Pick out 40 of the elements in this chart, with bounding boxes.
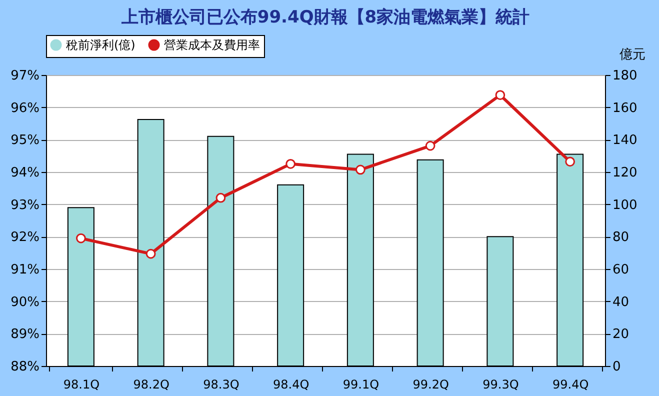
point <box>495 90 506 100</box>
y2-tick-label: 120 <box>612 166 638 180</box>
y2-tick-label: 20 <box>612 327 630 342</box>
x-tick-label: 99.4Q <box>552 378 589 392</box>
y-tick-label: 93% <box>10 198 40 213</box>
x-tick-label: 99.1Q <box>342 378 380 392</box>
point <box>286 158 296 169</box>
x-tick-label: 98.4Q <box>272 378 310 392</box>
legend-label: 稅前淨利(億) <box>66 38 136 52</box>
point <box>146 248 156 259</box>
x-tick-label: 98.3Q <box>203 378 240 392</box>
y2-tick-label: 180 <box>612 68 638 84</box>
legend-label: 營業成本及費用率 <box>164 38 260 52</box>
y-tick-label: 89% <box>10 327 40 342</box>
y-tick-label: 91% <box>10 262 40 278</box>
y2-tick-label: 60 <box>612 262 630 278</box>
y-tick-label: 90% <box>10 294 40 310</box>
y-tick-label: 94% <box>10 166 40 180</box>
y2-tick-label: 0 <box>612 360 621 374</box>
y-tick-label: 88% <box>10 360 40 374</box>
y-tick-label: 92% <box>10 230 40 246</box>
y2-tick-label: 80 <box>612 230 630 246</box>
point <box>356 164 366 175</box>
x-tick-label: 99.3Q <box>482 378 519 392</box>
chart-title: 上市櫃公司已公布99.4Q財報【8家油電燃氣業】統計 <box>120 8 530 28</box>
x-tick-label: 99.2Q <box>412 378 449 392</box>
point <box>76 233 86 244</box>
point <box>565 156 575 167</box>
y2-tick-label: 160 <box>612 100 638 116</box>
y-tick-label: 95% <box>10 133 40 148</box>
point <box>216 192 226 203</box>
y2-tick-label: 140 <box>612 133 638 148</box>
y-tick-label: 97% <box>10 68 40 84</box>
x-tick-label: 98.1Q <box>63 378 100 392</box>
y2-tick-label: 100 <box>612 198 638 213</box>
y2-axis-title: 億元 <box>620 48 646 62</box>
point <box>425 140 436 151</box>
y-tick-label: 96% <box>10 100 40 116</box>
x-tick-label: 98.2Q <box>133 378 170 392</box>
y2-tick-label: 40 <box>612 294 630 310</box>
